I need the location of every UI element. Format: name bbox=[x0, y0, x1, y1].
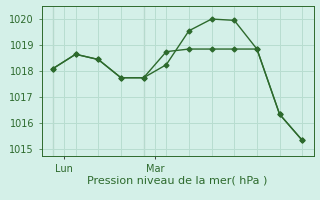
X-axis label: Pression niveau de la mer( hPa ): Pression niveau de la mer( hPa ) bbox=[87, 175, 268, 185]
